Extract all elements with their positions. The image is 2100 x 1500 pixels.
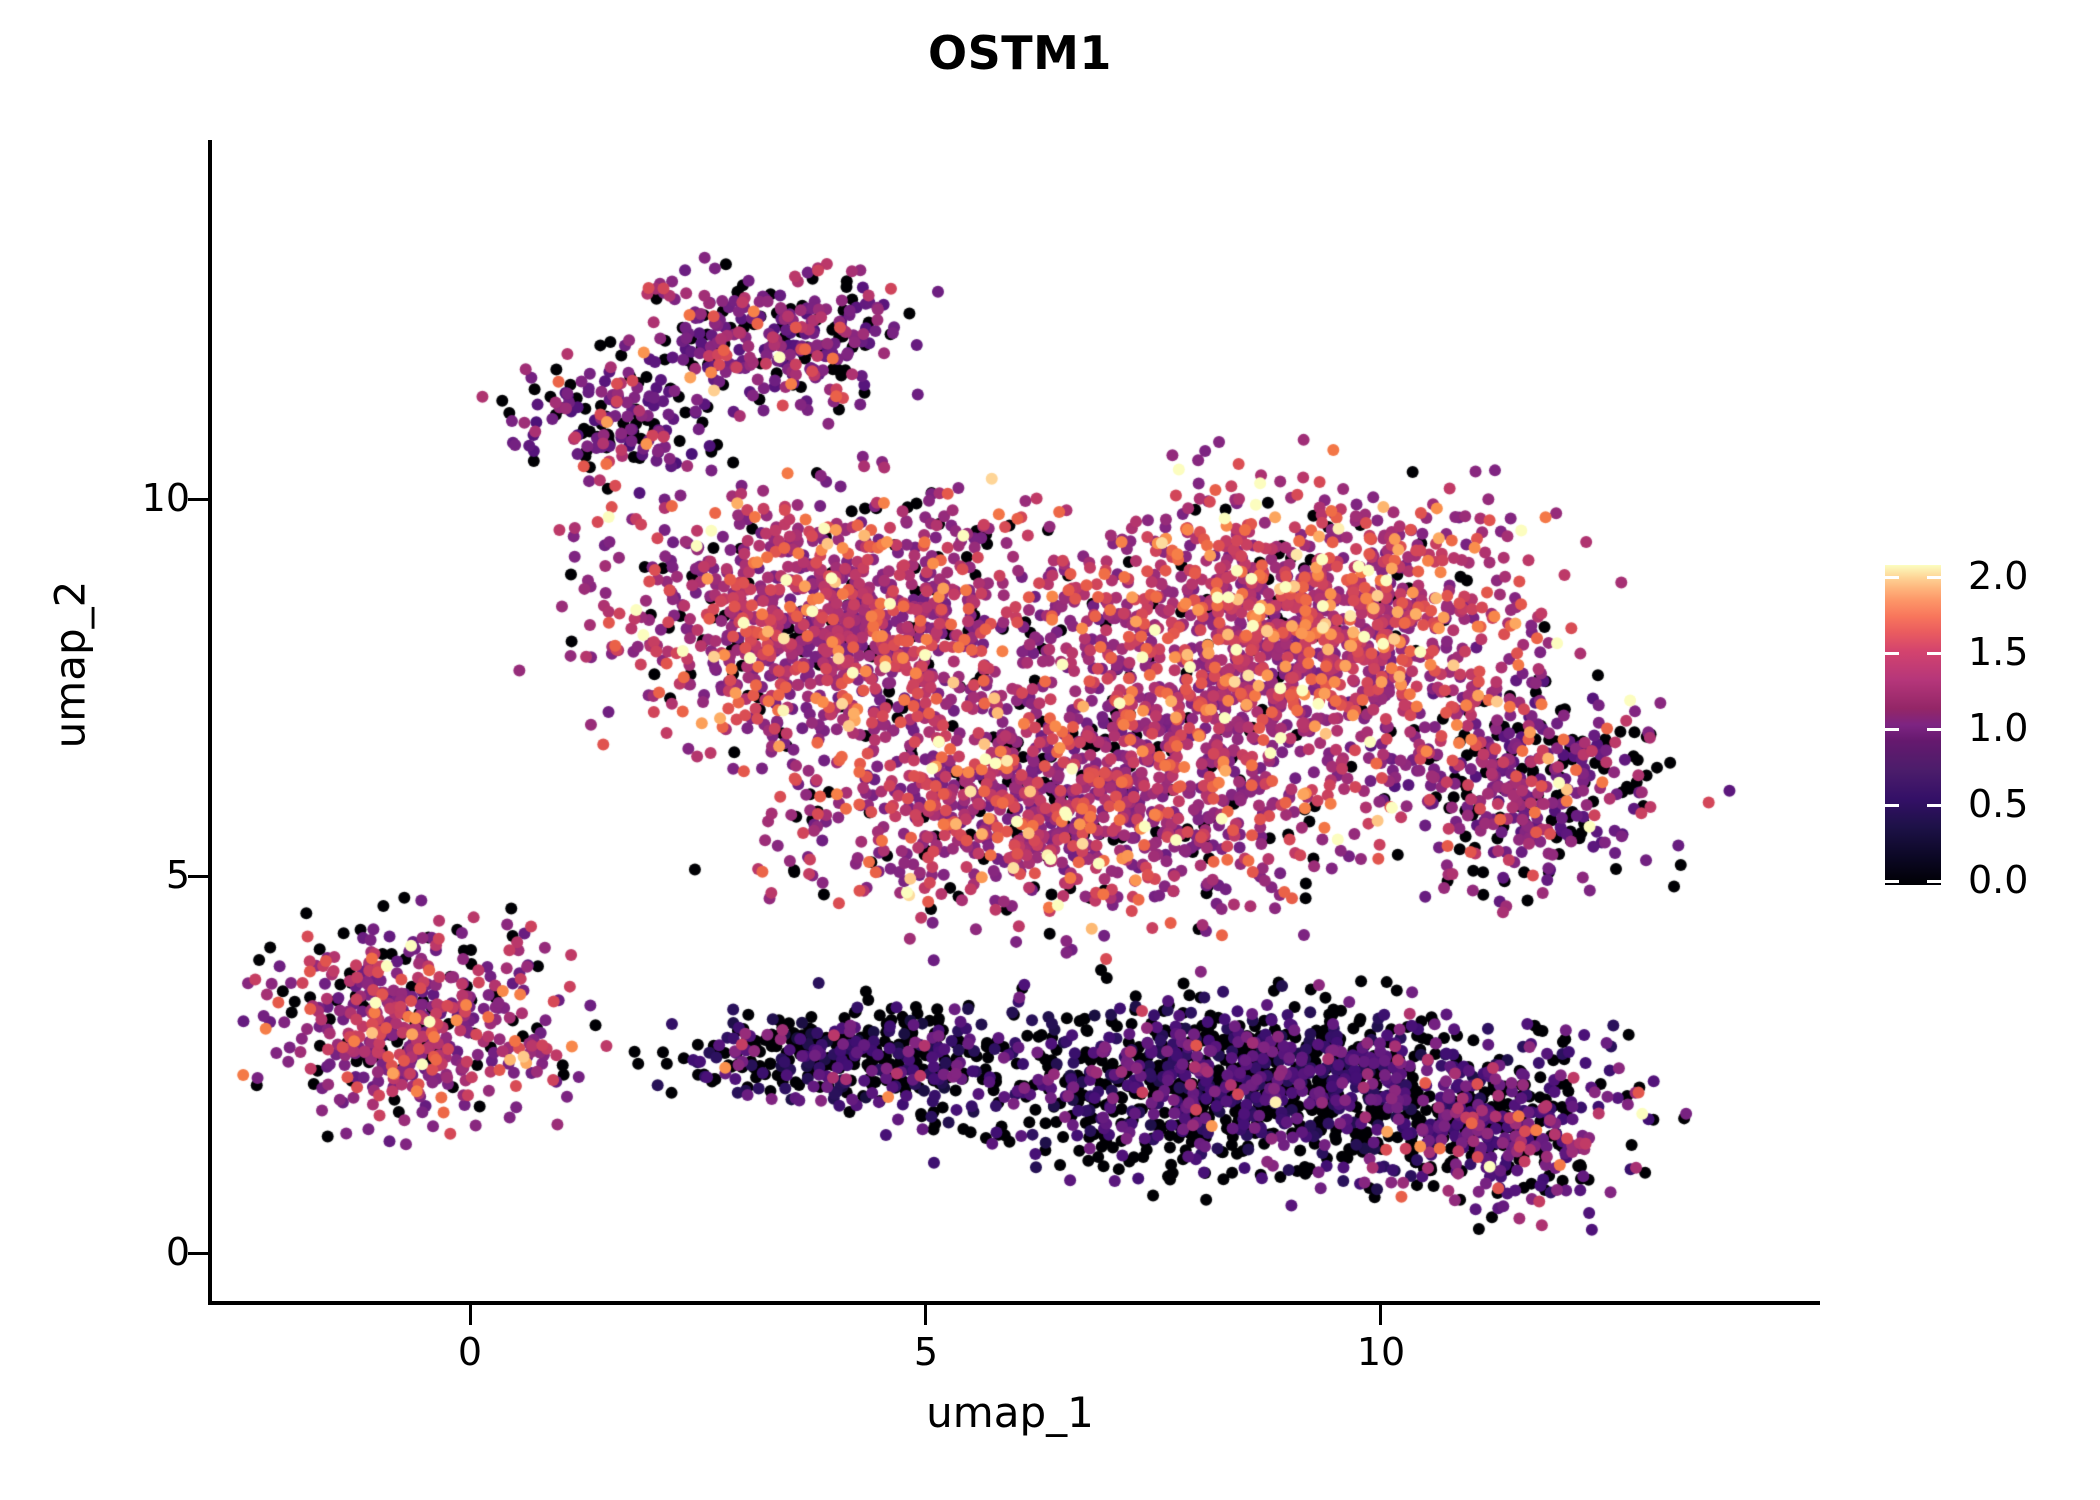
x-tick-10 <box>1379 1305 1382 1325</box>
colorbar-tick-0 <box>1885 880 1899 883</box>
x-tick-label-0: 0 <box>457 1330 483 1374</box>
x-tick-0 <box>469 1305 472 1325</box>
colorbar-label-1p5: 1.5 <box>1968 630 2029 674</box>
colorbar-tick-0p5-right <box>1927 804 1941 807</box>
colorbar-tick-1-right <box>1927 728 1941 731</box>
colorbar-tick-2 <box>1885 576 1899 579</box>
y-tick-0 <box>188 1252 208 1255</box>
y-axis-title: umap_2 <box>45 580 95 749</box>
colorbar-tick-1p5-right <box>1927 652 1941 655</box>
colorbar-tick-2-right <box>1927 576 1941 579</box>
colorbar-tick-0-right <box>1927 880 1941 883</box>
y-tick-label-5: 5 <box>165 853 190 897</box>
x-tick-5 <box>924 1305 927 1325</box>
colorbar-label-0: 0.0 <box>1968 858 2029 902</box>
colorbar-tick-1p5 <box>1885 652 1899 655</box>
x-axis-title: umap_1 <box>926 1388 1094 1437</box>
colorbar-label-2: 2.0 <box>1968 554 2029 598</box>
y-tick-label-10: 10 <box>141 476 190 520</box>
colorbar-gradient <box>1885 565 1941 885</box>
colorbar-label-0p5: 0.5 <box>1968 782 2029 826</box>
x-tick-label-10: 10 <box>1356 1330 1406 1374</box>
y-tick-10 <box>188 498 208 501</box>
y-tick-label-0: 0 <box>165 1230 190 1274</box>
y-axis-spine <box>208 140 212 1305</box>
colorbar-tick-0p5 <box>1885 804 1899 807</box>
x-axis-spine <box>208 1301 1820 1305</box>
colorbar-tick-1 <box>1885 728 1899 731</box>
colorbar-label-1: 1.0 <box>1968 706 2029 750</box>
x-tick-label-5: 5 <box>913 1330 939 1374</box>
y-tick-5 <box>188 875 208 878</box>
